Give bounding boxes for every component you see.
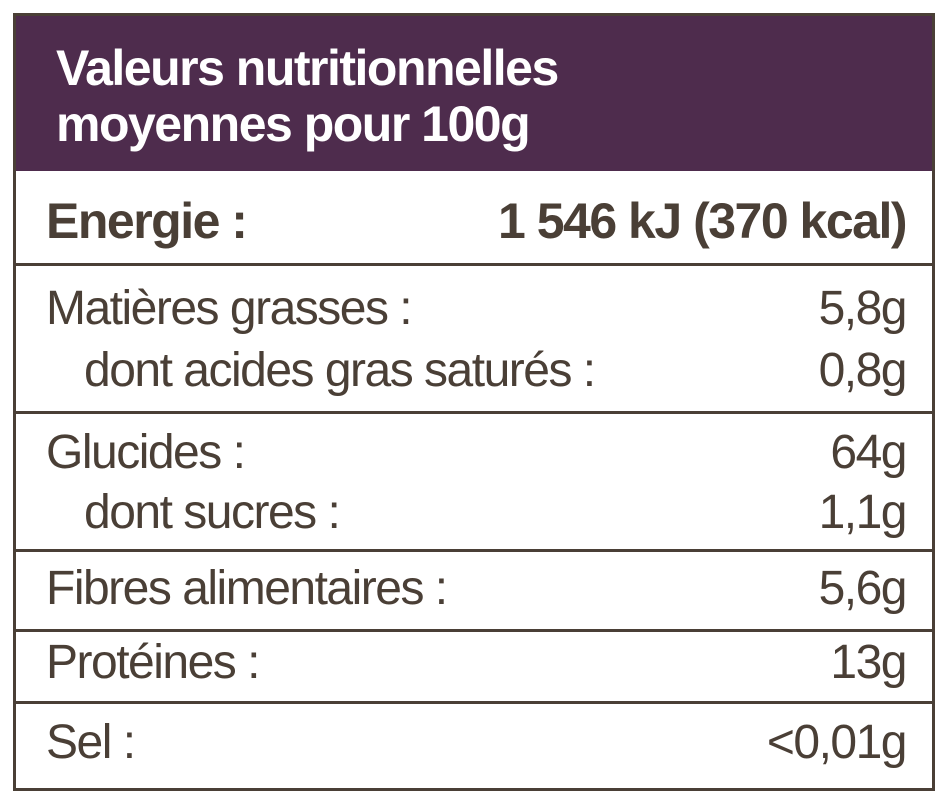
nutrition-table: Valeurs nutritionnelles moyennes pour 10… [13,13,935,791]
row-label: Glucides : [46,426,246,479]
separator [16,701,932,704]
row-value: <0,01g [766,716,908,769]
row-label: Protéines : [46,636,260,689]
row-label: Matières grasses : [46,282,413,335]
row-label: dont sucres : [84,486,341,539]
separator [16,411,932,414]
separator [16,549,932,552]
title-line: Valeurs nutritionnelles [56,40,559,96]
row-value: 0,8g [818,344,908,397]
row-label: Energie : [46,193,248,249]
row-label: dont acides gras saturés : [84,344,596,397]
header: Valeurs nutritionnelles moyennes pour 10… [16,16,932,171]
separator [16,629,932,632]
row-value: 1 546 kJ (370 kcal) [498,193,907,249]
row-value: 5,8g [818,282,908,335]
title-line: moyennes pour 100g [56,96,531,152]
row-label: Fibres alimentaires : [46,562,448,615]
row-value: 1,1g [818,486,908,539]
row-value: 5,6g [818,562,908,615]
row-label: Sel : [46,716,136,769]
row-value: 64g [830,426,907,479]
row-value: 13g [830,636,907,689]
separator [16,263,932,266]
